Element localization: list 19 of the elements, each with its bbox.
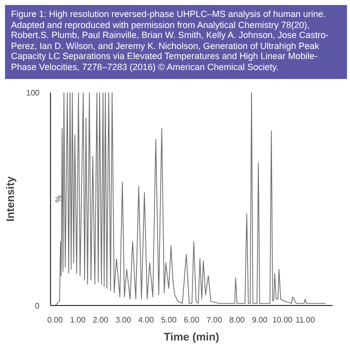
- x-axis-title: Time (min): [164, 332, 220, 344]
- x-tick-label: 2.00: [92, 316, 109, 324]
- x-tick-label: 4.00: [138, 316, 154, 324]
- x-tick-label: 11.00: [295, 316, 316, 324]
- x-tick-label: 6.00: [184, 316, 200, 324]
- line-series: [54, 92, 326, 306]
- y-tick-label: 0: [35, 302, 40, 310]
- annotation: %: [54, 195, 63, 203]
- y-axis-title: Intensity: [5, 176, 18, 222]
- x-tick-label: 0.00: [47, 316, 64, 324]
- x-tick-label: 10.00: [272, 316, 294, 324]
- x-tick-label: 7.00: [206, 316, 223, 324]
- x-tick-label: 1.00: [70, 316, 86, 324]
- y-tick-label: 100: [26, 88, 40, 98]
- x-tick-label: 8.00: [229, 316, 246, 324]
- x-tick-label: 9.00: [252, 316, 268, 324]
- chart-title: Figure 1: High resolution reversed-phase UHPLC–MS analysis of human urine. Adapted and reproduced with permission from Analytical Chemistry 78(20), Robert.S. Plumb, Paul Rainville, Brian W. Smith, Kelly A. Johnson, Jose Castro-Perez, Ian D. Wilson, and Jeremy K. Nicholson, Generation of Ultrahigh Peak Capacity LC Separations via Elevated Temperatures and High Linear Mobile-Phase Velocities, 7278–7283 (2016) © American Chemical Society.: [11, 9, 330, 72]
- x-tick-label: 5.00: [160, 316, 178, 324]
- x-tick-label: 3.00: [115, 316, 132, 324]
